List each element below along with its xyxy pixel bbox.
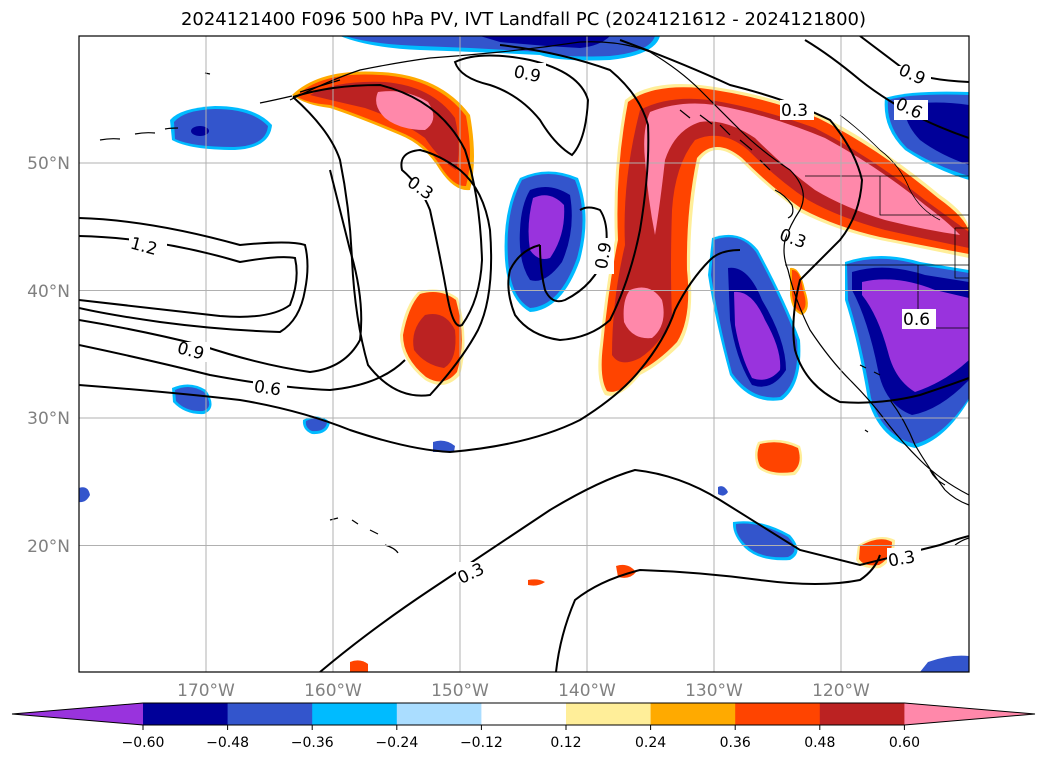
vancouver-island — [774, 189, 794, 219]
lon-label-170w: 170°W — [177, 681, 235, 701]
pos-anomaly-specks — [350, 564, 636, 672]
alaska-coastline — [289, 41, 969, 496]
mexico-coast — [944, 489, 969, 546]
map-frame — [78, 35, 970, 673]
contour-label: 0.3 — [887, 547, 917, 571]
colorbar-tick-label: −0.48 — [206, 735, 249, 751]
colorbar-tick-label: 0.36 — [720, 735, 751, 751]
colorbar-segment — [396, 703, 482, 725]
contour-0.9-central — [499, 44, 650, 342]
colorbar-segment — [819, 703, 905, 725]
lon-label-160w: 160°W — [304, 681, 362, 701]
contour-1.2-west — [79, 217, 309, 334]
colorbar-segment — [227, 703, 313, 725]
canada-inlets — [679, 109, 771, 171]
alaska-peninsula — [259, 79, 341, 104]
neg-anomaly-small-5 — [79, 486, 969, 672]
baja-coast — [889, 399, 946, 491]
colorbar-tick-label: 0.48 — [804, 735, 835, 751]
contour-0.6-northeast — [804, 39, 969, 139]
colorbar-tick-label: −0.36 — [291, 735, 334, 751]
lat-label-20n: 20°N — [27, 537, 70, 557]
colorbar-segment — [312, 703, 398, 725]
longitude-labels: 170°W 160°W 150°W 140°W 130°W 120°W — [177, 681, 870, 701]
channel-islands — [859, 364, 881, 433]
colorbar: −0.60 −0.48 −0.36 −0.24 −0.12 0.12 0.24 0.36 0.4… — [11, 702, 1036, 751]
colorbar-segment — [143, 703, 229, 725]
lat-label-30n: 30°N — [27, 409, 70, 429]
neg-anomaly-aleutian — [170, 106, 272, 150]
map-title: 2024121400 F096 500 hPa PV, IVT Landfall… — [180, 9, 867, 30]
neg-anomaly-small-3 — [433, 440, 455, 452]
negative-anomaly-regions — [79, 36, 969, 672]
colorbar-extend-low — [12, 703, 143, 725]
lat-label-50n: 50°N — [27, 154, 70, 174]
contour-0.9-west — [79, 169, 363, 374]
contour-label: 0.6 — [253, 377, 283, 401]
latitude-labels: 50°N 40°N 30°N 20°N — [27, 154, 70, 557]
contour-0.3-east — [619, 39, 969, 404]
contour-1.2-inner — [79, 235, 298, 318]
contour-0.9-label-loop — [539, 206, 608, 303]
pos-anomaly-south-1 — [755, 439, 803, 476]
colorbar-tick-label: 0.24 — [635, 735, 666, 751]
colorbar-segment — [650, 703, 736, 725]
lon-label-150w: 150°W — [431, 681, 489, 701]
neg-anomaly-small-4 — [732, 521, 798, 561]
neg-anomaly-central — [504, 171, 586, 312]
colorbar-tick-label: −0.24 — [375, 735, 418, 751]
colorbar-segment — [481, 703, 567, 725]
contour-0.6-south — [79, 249, 741, 454]
contour-0.9-northeast-loop — [453, 54, 590, 157]
pos-anomaly-west — [400, 289, 465, 385]
contour-lines — [79, 36, 969, 672]
lon-label-130w: 130°W — [685, 681, 743, 701]
pos-anomaly-gulf-of-alaska — [292, 71, 474, 191]
lon-label-140w: 140°W — [558, 681, 616, 701]
contour-label: 0.6 — [903, 310, 930, 330]
hawaii-islands — [329, 517, 399, 554]
contour-label: 0.9 — [592, 241, 616, 271]
colorbar-tick-label: 0.60 — [889, 735, 920, 751]
coastlines — [99, 41, 969, 554]
colorbar-extend-high — [904, 703, 1035, 725]
contour-0.3-gulf — [292, 83, 493, 397]
political-borders — [785, 114, 969, 329]
colorbar-tick-label: −0.12 — [460, 735, 503, 751]
colorbar-segment — [566, 703, 652, 725]
colorbar-segment — [735, 703, 821, 725]
lon-label-120w: 120°W — [812, 681, 870, 701]
colorbar-tick-label: 0.12 — [550, 735, 581, 751]
neg-anomaly-small-1 — [172, 384, 212, 415]
aleutian-islands — [99, 72, 211, 141]
neg-anomaly-east-pacific — [708, 234, 801, 401]
lat-label-40n: 40°N — [27, 282, 70, 302]
contour-0.3-south-inner — [555, 554, 881, 672]
neg-anomaly-california — [845, 256, 969, 448]
map-plot-area: 0.9 0.3 0.3 1.2 0.9 0.6 0.9 0.9 0.6 0.3 … — [79, 36, 969, 672]
colorbar-tick-label: −0.60 — [122, 735, 165, 751]
contour-label: 0.3 — [781, 101, 808, 121]
